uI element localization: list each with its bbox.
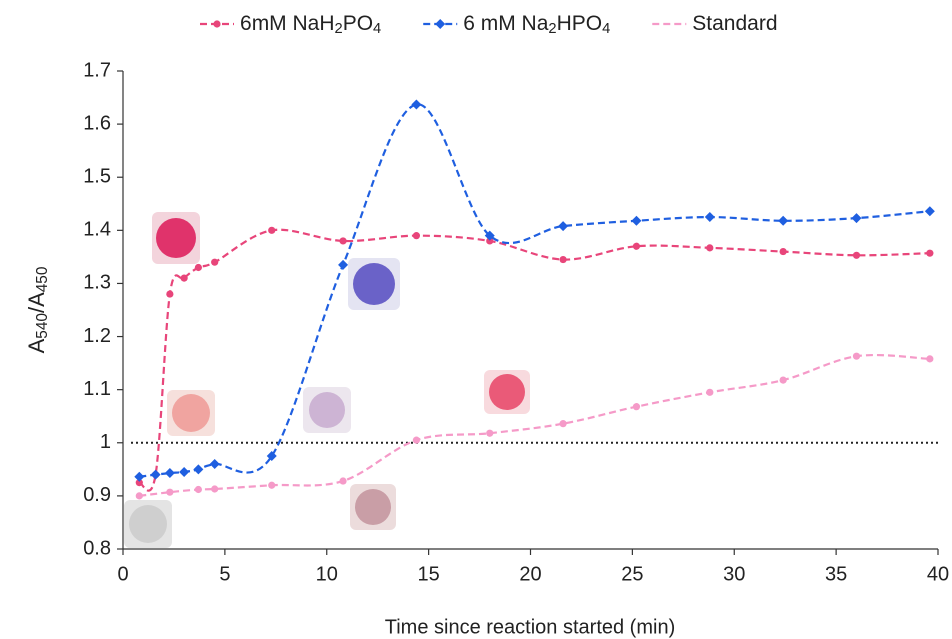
legend-marker [435,19,446,29]
data-point [926,355,934,363]
legend-label: 6mM NaH2PO4 [240,12,381,37]
data-point [411,99,422,110]
legend-label: Standard [692,12,777,35]
well-image [489,374,525,410]
series [135,352,934,500]
x-axis-label: Time since reaction started (min) [385,616,675,638]
data-point [851,213,862,224]
data-point [412,232,420,240]
data-point [339,237,347,245]
data-point [632,242,641,250]
x-tick-label: 30 [723,563,745,585]
data-point [704,212,715,223]
y-tick-label: 1.1 [83,378,111,400]
series-line [139,103,930,478]
data-point [779,376,787,384]
y-tick-label: 1 [100,431,111,453]
x-tick-label: 0 [117,563,128,585]
y-tick-label: 1.3 [83,272,111,294]
x-tick-label: 25 [621,563,643,585]
data-point [926,249,934,257]
data-point [166,290,174,298]
x-tick-label: 15 [418,563,440,585]
data-point [852,352,861,360]
data-point [194,485,202,494]
data-point [166,488,174,496]
y-tick-label: 1.6 [83,112,111,134]
data-point [164,468,175,479]
data-point [209,459,220,470]
data-point [559,255,567,264]
y-tick-label: 1.2 [83,325,111,347]
data-point [268,226,276,234]
data-point [134,471,145,482]
data-point [179,466,190,477]
y-tick-label: 0.9 [83,484,111,506]
data-point [268,481,276,489]
data-point [631,215,642,226]
well-image [353,263,395,305]
data-point [486,237,494,245]
data-point [706,244,714,252]
well-images [124,212,530,548]
well-image [156,218,196,258]
data-point [135,479,143,487]
y-axis-label: A540/A450 [24,267,51,354]
series [135,226,934,492]
y-tick-label: 0.8 [83,537,111,559]
data-point [558,221,569,232]
data-point [339,477,347,485]
data-point [486,429,494,437]
data-point [484,230,495,241]
y-tick-label: 1.5 [83,166,111,188]
x-tick-label: 35 [825,563,847,585]
data-point [266,451,277,462]
series-line [138,228,930,492]
well-image [309,392,345,428]
data-point [924,206,935,217]
series-line [139,353,930,497]
data-point [778,215,789,226]
well-image [129,505,167,543]
x-tick-label: 10 [316,563,338,585]
well-image [172,394,210,432]
data-point [193,464,204,475]
data-point [211,485,219,493]
x-tick-label: 5 [219,563,230,585]
data-point [135,492,143,500]
x-tick-label: 40 [927,563,949,585]
data-point [194,263,202,272]
data-point [180,274,188,282]
data-point [852,251,861,259]
legend-marker [213,20,221,28]
well-image [355,489,391,525]
y-tick-label: 1.7 [83,59,111,81]
series [134,99,935,482]
data-point [559,420,567,428]
x-tick-label: 20 [519,563,541,585]
data-point [211,258,219,266]
y-tick-label: 1.4 [83,219,111,241]
legend: 6mM NaH2PO4 6 mM Na2HPO4 Standard [200,12,778,37]
data-point [706,388,714,396]
data-point [412,436,420,444]
data-point [150,469,161,480]
data-point [632,403,641,411]
data-point [779,247,787,256]
data-point [338,259,349,270]
legend-label: 6 mM Na2HPO4 [463,12,610,37]
